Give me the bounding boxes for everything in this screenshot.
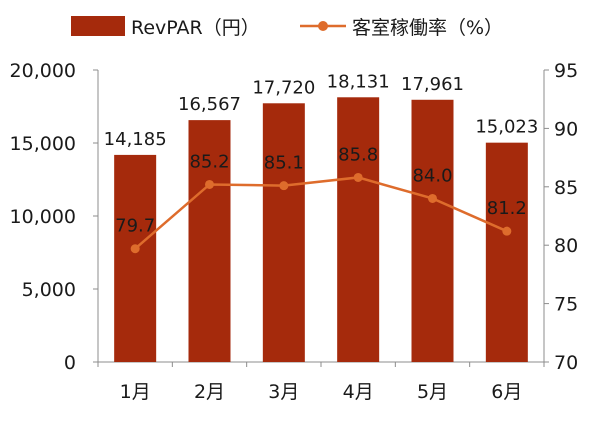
- occupancy-point-4: [353, 172, 363, 182]
- data-labels: 14,185 16,567 17,720 18,131 17,961 15,023 79.7…: [104, 71, 539, 236]
- bar-6: [485, 142, 528, 362]
- bar-value-label: 15,023: [475, 117, 538, 138]
- y-right-tick-label: 95: [554, 60, 578, 82]
- y-right-tick-label: 90: [554, 118, 578, 140]
- occupancy-value-label: 81.2: [487, 198, 527, 219]
- occupancy-value-label: 85.2: [189, 151, 229, 172]
- bar-value-label: 18,131: [327, 71, 390, 92]
- y-right-tick-label: 75: [554, 294, 578, 316]
- bar-value-label: 17,720: [252, 77, 315, 98]
- x-tick-label: 6月: [491, 381, 522, 403]
- y-left-tick-label: 5,000: [22, 279, 76, 301]
- occupancy-value-label: 84.0: [412, 165, 452, 186]
- occupancy-point-6: [502, 226, 512, 236]
- occupancy-point-3: [279, 181, 289, 191]
- legend-label-revpar: RevPAR（円）: [131, 17, 260, 39]
- legend-swatch-revpar: [71, 16, 125, 36]
- x-tick-label: 2月: [194, 381, 225, 403]
- bar-5: [411, 99, 454, 362]
- bar-series: [114, 97, 528, 363]
- bar-value-label: 17,961: [401, 74, 464, 95]
- bar-value-label: 16,567: [178, 94, 241, 115]
- y-left-tick-label: 0: [64, 352, 76, 374]
- occupancy-value-label: 79.7: [115, 216, 155, 237]
- y-left-tick-label: 10,000: [10, 206, 76, 228]
- y-left-tick-label: 15,000: [10, 133, 76, 155]
- x-tick-label: 4月: [343, 381, 374, 403]
- y-left-tick-label: 20,000: [10, 60, 76, 82]
- bar-3: [262, 103, 305, 363]
- x-tick-label: 5月: [417, 381, 448, 403]
- bar-1: [114, 154, 157, 362]
- occupancy-point-2: [205, 179, 214, 189]
- bar-4: [337, 97, 380, 362]
- y-right-tick-label: 80: [554, 235, 578, 257]
- y-right-tick-label: 70: [554, 352, 578, 374]
- bar-2: [188, 120, 231, 363]
- occupancy-value-label: 85.8: [338, 144, 378, 165]
- x-tick-label: 1月: [120, 381, 151, 403]
- y-right-tick-label: 85: [554, 177, 578, 199]
- x-tick-label: 3月: [268, 381, 299, 403]
- line-series: [130, 172, 512, 254]
- occupancy-point-5: [428, 193, 437, 203]
- legend-marker-occupancy: [318, 21, 328, 31]
- legend-label-occupancy: 客室稼働率（%）: [352, 17, 503, 39]
- occupancy-value-label: 85.1: [264, 153, 304, 174]
- legend: RevPAR（円） 客室稼働率（%）: [71, 16, 503, 39]
- occupancy-line: [134, 176, 508, 250]
- bar-value-label: 14,185: [104, 129, 167, 150]
- axes: 0 5,000 10,000 15,000 20,000 70 75 80 85 90 95 1月 2月…: [10, 60, 579, 403]
- occupancy-point-1: [130, 244, 140, 254]
